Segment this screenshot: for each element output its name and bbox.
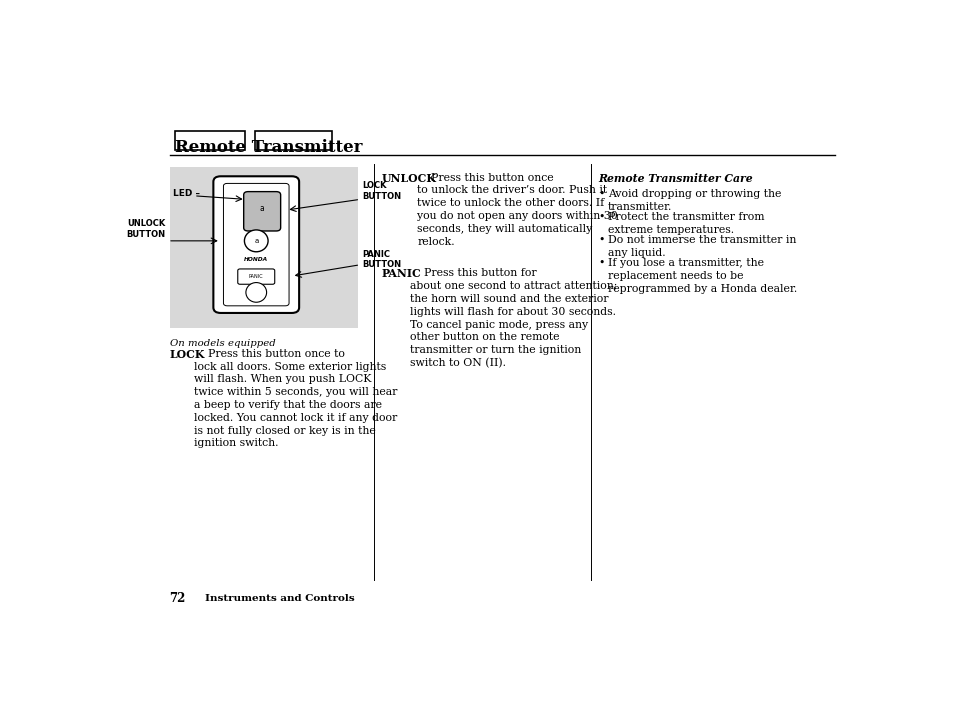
Text: PANIC: PANIC xyxy=(381,268,421,279)
Text: HONDA: HONDA xyxy=(244,256,268,261)
Ellipse shape xyxy=(246,283,266,302)
Text: •: • xyxy=(598,189,604,199)
Text: LOCK
BUTTON: LOCK BUTTON xyxy=(362,182,401,201)
Text: Instruments and Controls: Instruments and Controls xyxy=(205,594,355,603)
Text: Remote Transmitter: Remote Transmitter xyxy=(174,139,362,156)
Text: If you lose a transmitter, the
replacement needs to be
reprogrammed by a Honda d: If you lose a transmitter, the replaceme… xyxy=(607,258,797,293)
Bar xyxy=(170,167,357,329)
Text: •: • xyxy=(598,258,604,268)
Text: UNLOCK: UNLOCK xyxy=(381,173,436,184)
Text: a: a xyxy=(259,204,264,213)
Text: •: • xyxy=(598,235,604,245)
FancyBboxPatch shape xyxy=(213,176,299,313)
Text: 72: 72 xyxy=(170,591,186,604)
Text: Protect the transmitter from
extreme temperatures.: Protect the transmitter from extreme tem… xyxy=(607,212,763,235)
Text: Press this button once to
lock all doors. Some exterior lights
will flash. When : Press this button once to lock all doors… xyxy=(193,349,396,448)
Bar xyxy=(254,131,332,150)
Text: LED –: LED – xyxy=(173,189,200,197)
Text: On models equipped: On models equipped xyxy=(170,339,275,349)
Bar xyxy=(174,131,245,150)
FancyBboxPatch shape xyxy=(237,269,274,284)
Text: PANIC: PANIC xyxy=(249,273,263,278)
Text: Press this button for
about one second to attract attention;
the horn will sound: Press this button for about one second t… xyxy=(410,268,617,368)
Text: UNLOCK
BUTTON: UNLOCK BUTTON xyxy=(127,219,166,239)
Text: Do not immerse the transmitter in
any liquid.: Do not immerse the transmitter in any li… xyxy=(607,235,796,258)
Text: PANIC
BUTTON: PANIC BUTTON xyxy=(362,250,401,269)
Ellipse shape xyxy=(244,230,268,252)
Text: Remote Transmitter Care: Remote Transmitter Care xyxy=(598,173,752,184)
Text: Press this button once
to unlock the driver’s door. Push it
twice to unlock the : Press this button once to unlock the dri… xyxy=(416,173,618,246)
Text: Avoid dropping or throwing the
transmitter.: Avoid dropping or throwing the transmitt… xyxy=(607,189,781,212)
Text: •: • xyxy=(598,212,604,222)
Text: LOCK: LOCK xyxy=(170,349,205,360)
Text: a: a xyxy=(253,238,258,244)
FancyBboxPatch shape xyxy=(243,192,280,231)
